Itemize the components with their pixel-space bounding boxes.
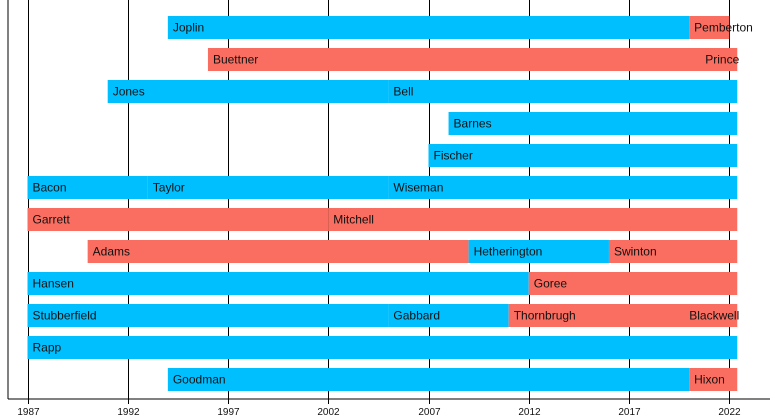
- bar-joplin: [167, 16, 690, 39]
- bar-label-garrett: Garrett: [33, 213, 71, 227]
- bar-label-joplin: Joplin: [173, 21, 204, 35]
- bar-label-thornbrugh: Thornbrugh: [514, 309, 576, 323]
- bar-jones: [107, 80, 389, 103]
- tick-label-2017: 2017: [618, 407, 641, 418]
- bar-label-taylor: Taylor: [153, 181, 185, 195]
- bar-label-rapp: Rapp: [33, 341, 62, 355]
- bar-gabbard: [388, 304, 509, 327]
- bars: [27, 16, 738, 391]
- bar-fischer: [428, 144, 738, 167]
- bar-label-goodman: Goodman: [173, 373, 226, 387]
- bar-label-prince: Prince: [705, 53, 739, 67]
- bar-mitchell: [328, 208, 738, 231]
- bar-label-swinton: Swinton: [614, 245, 657, 259]
- bar-adams: [87, 240, 469, 263]
- bar-swinton: [608, 240, 738, 263]
- bar-pemberton: [689, 16, 730, 39]
- tick-label-2007: 2007: [418, 407, 441, 418]
- bar-hansen: [27, 272, 529, 295]
- bar-label-barnes: Barnes: [454, 117, 492, 131]
- bar-label-hixon: Hixon: [694, 373, 725, 387]
- bar-label-stubberfield: Stubberfield: [33, 309, 97, 323]
- bar-stubberfield: [27, 304, 389, 327]
- bar-label-gabbard: Gabbard: [393, 309, 440, 323]
- tick-label-2002: 2002: [317, 407, 340, 418]
- bar-hixon: [689, 368, 738, 391]
- bar-label-bacon: Bacon: [33, 181, 67, 195]
- bar-label-hetherington: Hetherington: [474, 245, 543, 259]
- bar-wiseman: [388, 176, 738, 199]
- bar-label-wiseman: Wiseman: [393, 181, 443, 195]
- x-axis-ticks: 1987 1992 1997 2002 2007 2012 2017 2022: [17, 399, 741, 418]
- bar-label-adams: Adams: [93, 245, 130, 259]
- bar-hetherington: [468, 240, 609, 263]
- bar-rapp: [27, 336, 738, 359]
- tick-label-1997: 1997: [217, 407, 240, 418]
- bar-goodman: [167, 368, 690, 391]
- bar-taylor: [147, 176, 389, 199]
- bar-buettner: [207, 48, 738, 71]
- bar-label-goree: Goree: [534, 277, 568, 291]
- bar-label-hansen: Hansen: [33, 277, 74, 291]
- bar-label-pemberton: Pemberton: [694, 21, 753, 35]
- bar-goree: [528, 272, 738, 295]
- tick-label-2022: 2022: [718, 407, 741, 418]
- bar-label-blackwell: Blackwell: [689, 309, 739, 323]
- bar-labels: Joplin Pemberton Buettner Prince Jones Bell Ba…: [33, 21, 753, 387]
- tick-label-1987: 1987: [17, 407, 40, 418]
- bar-barnes: [448, 112, 738, 135]
- bar-label-mitchell: Mitchell: [333, 213, 374, 227]
- bar-label-jones: Jones: [113, 85, 145, 99]
- bar-garrett: [27, 208, 329, 231]
- bar-label-bell: Bell: [393, 85, 413, 99]
- bar-bell: [388, 80, 738, 103]
- bar-thornbrugh: [508, 304, 738, 327]
- bar-bacon: [27, 176, 148, 199]
- bar-label-buettner: Buettner: [213, 53, 258, 67]
- tick-label-2012: 2012: [518, 407, 541, 418]
- tick-label-1992: 1992: [117, 407, 140, 418]
- bar-label-fischer: Fischer: [434, 149, 473, 163]
